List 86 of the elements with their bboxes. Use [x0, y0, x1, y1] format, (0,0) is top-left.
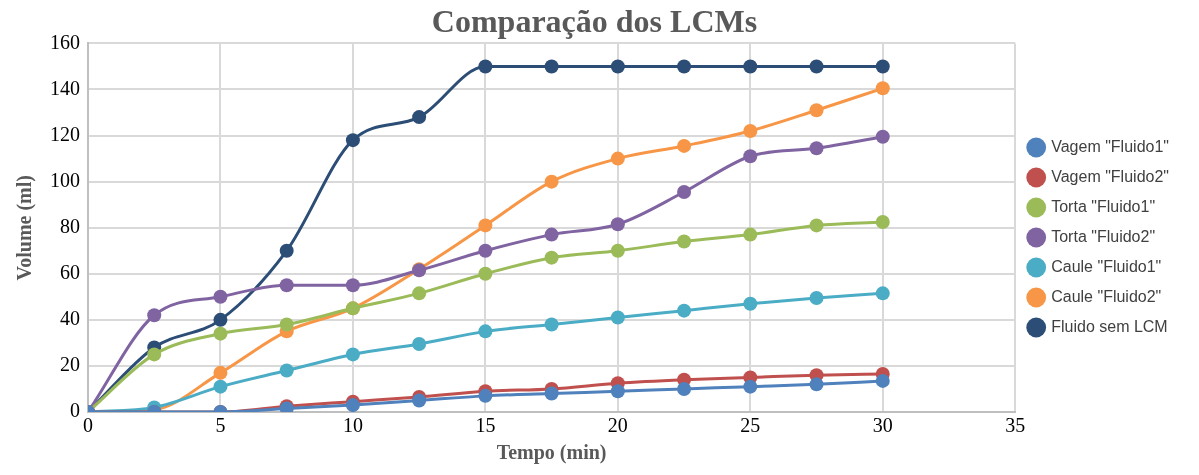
y-axis-title: Volume (ml)	[13, 175, 37, 281]
y-tick-label: 20	[60, 353, 80, 376]
legend-label: Caule "Fluido1"	[1051, 257, 1162, 275]
point	[875, 286, 890, 301]
point	[412, 286, 427, 301]
point	[544, 59, 559, 74]
point	[478, 388, 493, 403]
point	[743, 227, 758, 242]
point	[279, 278, 294, 293]
y-tick-label: 80	[60, 214, 80, 237]
point	[875, 59, 890, 74]
x-tick-label: 20	[607, 414, 628, 437]
point	[345, 347, 360, 362]
point	[147, 308, 162, 323]
point	[610, 59, 625, 74]
point	[875, 81, 890, 96]
legend-label: Caule "Fluido2"	[1051, 287, 1162, 305]
point	[345, 398, 360, 412]
point	[345, 133, 360, 148]
point	[478, 243, 493, 258]
point	[677, 138, 692, 153]
point	[213, 365, 228, 380]
x-tick-label: 30	[872, 414, 893, 437]
point	[610, 384, 625, 399]
point	[412, 337, 427, 352]
y-tick-label: 140	[50, 76, 80, 99]
y-tick-label: 160	[50, 30, 80, 53]
y-tick-label: 0	[70, 399, 80, 422]
point	[478, 59, 493, 74]
legend-label: Torta "Fluido1"	[1051, 197, 1156, 215]
legend-label: Torta "Fluido2"	[1051, 227, 1156, 245]
point	[279, 317, 294, 332]
point	[279, 243, 294, 258]
point	[743, 296, 758, 311]
point	[809, 141, 824, 156]
point	[809, 218, 824, 233]
point	[478, 324, 493, 339]
point	[677, 381, 692, 396]
point	[677, 59, 692, 74]
point	[677, 303, 692, 318]
x-tick-label: 10	[342, 414, 363, 437]
point	[875, 129, 890, 144]
point	[478, 218, 493, 233]
point	[213, 312, 228, 327]
point	[544, 227, 559, 242]
point	[743, 123, 758, 138]
y-tick-label: 60	[60, 261, 80, 284]
point	[610, 243, 625, 258]
point	[743, 379, 758, 394]
point	[610, 310, 625, 325]
y-tick-label: 40	[60, 307, 80, 330]
y-tick-label: 100	[50, 168, 80, 191]
point	[544, 317, 559, 332]
x-tick-label: 5	[215, 414, 226, 437]
point	[809, 103, 824, 118]
point	[478, 266, 493, 281]
point	[875, 214, 890, 229]
x-tick-label: 25	[740, 414, 761, 437]
point	[147, 347, 162, 362]
point	[345, 278, 360, 293]
point	[544, 386, 559, 401]
point	[279, 363, 294, 378]
x-tick-label: 15	[475, 414, 496, 437]
point	[544, 250, 559, 265]
y-tick-label: 120	[50, 122, 80, 145]
legend-label: Vagem "Fluido2"	[1051, 167, 1170, 185]
point	[412, 110, 427, 125]
point	[809, 377, 824, 392]
point	[809, 59, 824, 74]
point	[213, 326, 228, 341]
legend-label: Vagem "Fluido1"	[1051, 137, 1170, 155]
point	[213, 289, 228, 304]
point	[743, 149, 758, 164]
point	[610, 217, 625, 232]
point	[213, 379, 228, 394]
chart-title: Comparação dos LCMs	[431, 3, 758, 40]
point	[875, 373, 890, 388]
point	[610, 151, 625, 166]
point	[809, 290, 824, 305]
point	[677, 234, 692, 249]
point	[743, 59, 758, 74]
legend-label: Fluido sem LCM	[1051, 317, 1168, 335]
x-tick-label: 35	[1005, 414, 1026, 437]
point	[677, 184, 692, 199]
x-axis-title: Tempo (min)	[496, 441, 607, 465]
point	[544, 174, 559, 189]
